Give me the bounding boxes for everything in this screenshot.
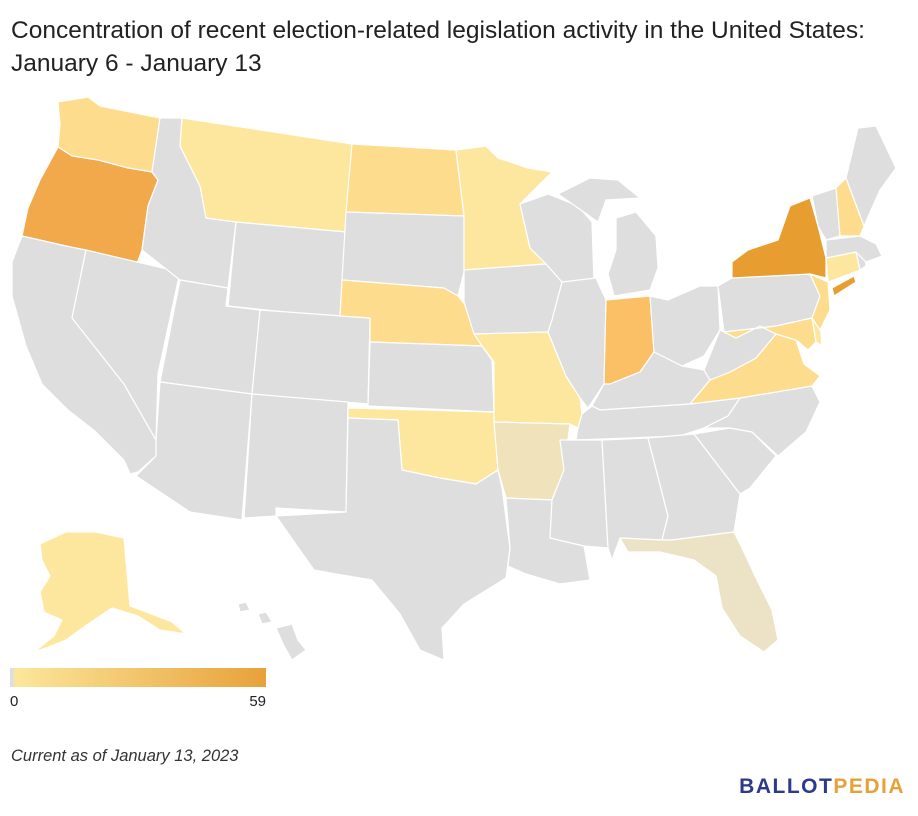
- state-VT: [811, 187, 841, 241]
- state-MI: [557, 177, 659, 297]
- logo-part-ballot: BALLOT: [739, 775, 834, 798]
- legend-max-label: 59: [249, 693, 266, 710]
- state-MD: [723, 317, 817, 351]
- state-MA: [825, 235, 883, 263]
- state-TX: [275, 417, 511, 661]
- legend: 0 59: [10, 668, 266, 710]
- map-title: Concentration of recent election-related…: [11, 17, 865, 77]
- state-NC: [703, 385, 821, 457]
- state-NY: [731, 197, 857, 297]
- state-MT: [179, 117, 353, 233]
- legend-min-label: 0: [10, 693, 19, 710]
- state-NH: [835, 177, 865, 237]
- state-NM: [243, 393, 349, 519]
- state-ME: [845, 125, 897, 227]
- logo-part-pedia: PEDIA: [833, 775, 905, 798]
- state-AK: [33, 531, 187, 653]
- state-FL: [619, 531, 779, 653]
- state-IA: [463, 263, 563, 335]
- footnote: Current as of January 13, 2023: [11, 747, 239, 765]
- legend-gradient-bar: [10, 668, 266, 687]
- state-OH: [649, 285, 721, 367]
- ballotpedia-logo[interactable]: BALLOTPEDIA: [739, 775, 905, 799]
- state-IL: [547, 277, 607, 409]
- state-KS: [367, 341, 495, 413]
- state-WY: [227, 221, 347, 319]
- state-CO: [251, 309, 371, 405]
- state-ND: [345, 143, 465, 217]
- state-HI: [237, 601, 307, 661]
